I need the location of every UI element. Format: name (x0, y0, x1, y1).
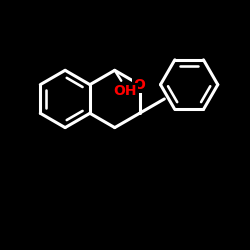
Text: OH: OH (114, 84, 137, 98)
Text: O: O (134, 78, 145, 92)
